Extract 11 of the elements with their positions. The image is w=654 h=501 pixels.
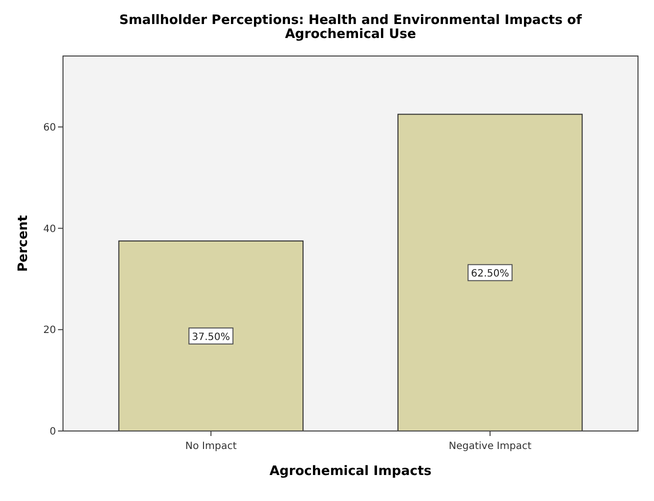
y-tick-label: 40 [43,224,56,235]
x-tick-label: No Impact [185,441,237,452]
chart-title: Smallholder Perceptions: Health and Environmental Impacts of Agrochemical Use [119,13,582,42]
x-tick-label: Negative Impact [448,441,532,452]
data-label: 62.50% [470,268,510,280]
y-tick-label: 20 [43,325,56,336]
x-axis-title: Agrochemical Impacts [269,464,432,479]
y-tick-label: 0 [50,426,56,438]
data-label: 37.50% [192,332,230,343]
y-tick-label: 60 [43,122,56,134]
y-axis-title: Percent [16,215,31,272]
